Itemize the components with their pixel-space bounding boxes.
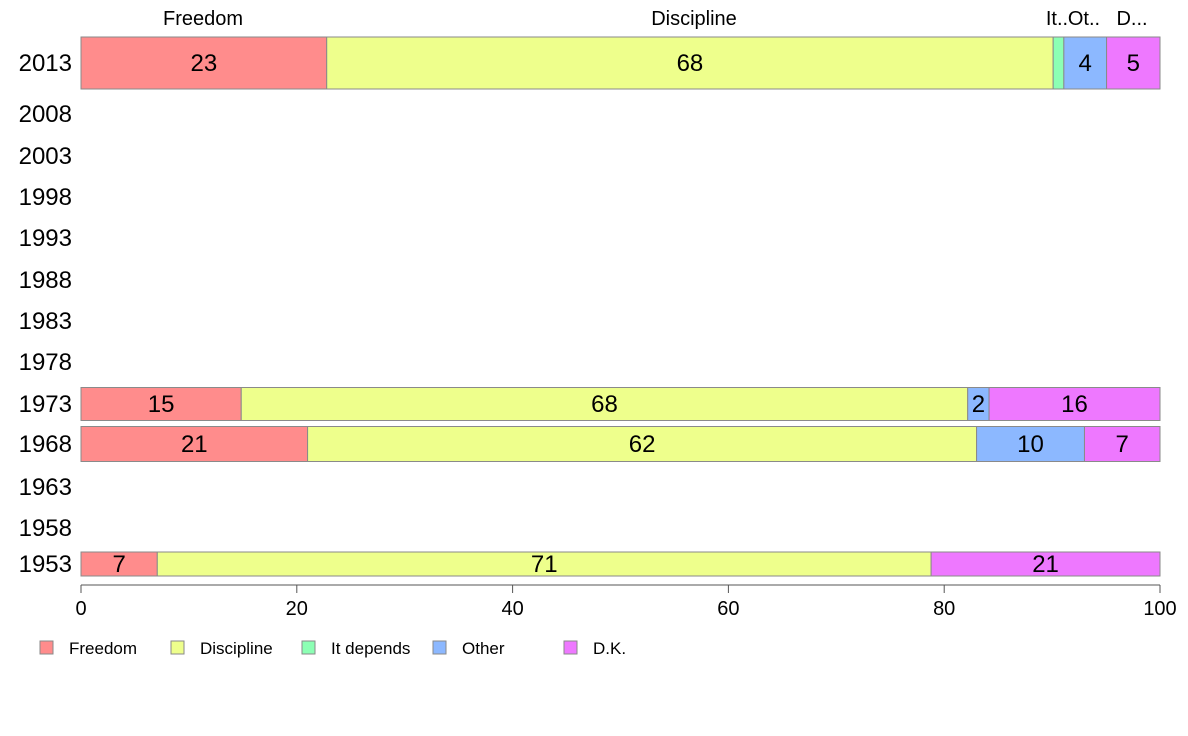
year-label-1983: 1983 xyxy=(19,308,72,335)
bar-segment-1973-d-k- xyxy=(988,387,1161,421)
segment-label-1973-1: 68 xyxy=(591,391,618,418)
x-tick-label-0: 0 xyxy=(75,598,86,620)
legend-label-it-depends: It depends xyxy=(331,639,410,658)
column-label-3: Ot.. xyxy=(1068,8,1100,30)
year-label-1958: 1958 xyxy=(19,515,72,542)
legend-label-discipline: Discipline xyxy=(200,639,273,658)
year-label-1998: 1998 xyxy=(19,184,72,211)
year-label-1953: 1953 xyxy=(19,551,72,578)
segment-label-1968-0: 21 xyxy=(181,431,208,458)
segment-label-1953-1: 71 xyxy=(531,551,558,578)
bar-segment-2013-d-k- xyxy=(1106,36,1161,90)
legend-swatch-freedom xyxy=(39,640,54,655)
year-label-1963: 1963 xyxy=(19,474,72,501)
segment-label-1968-3: 10 xyxy=(1017,431,1044,458)
column-labels: Freedom Discipline It.. Ot.. D... xyxy=(163,8,1148,30)
bar-segment-1973-freedom xyxy=(80,387,242,421)
legend: Freedom Discipline It depends Other D.K. xyxy=(39,639,626,658)
x-tick-label-100: 100 xyxy=(1143,598,1176,620)
column-label-0: Freedom xyxy=(163,8,243,30)
bar-segment-2013-it-depends xyxy=(1052,36,1065,90)
year-label-1968: 1968 xyxy=(19,431,72,458)
x-tick-label-40: 40 xyxy=(501,598,523,620)
bar-segment-1968-freedom xyxy=(80,426,309,462)
year-label-1978: 1978 xyxy=(19,349,72,376)
segment-label-1968-1: 62 xyxy=(629,431,656,458)
bar-segment-2013-discipline xyxy=(326,36,1054,90)
bar-segment-2013-other xyxy=(1063,36,1108,90)
bar-segment-1968-d-k- xyxy=(1083,426,1161,462)
bar-segment-1953-discipline xyxy=(156,551,932,577)
segment-label-1973-0: 15 xyxy=(148,391,175,418)
bar-segment-1973-discipline xyxy=(240,387,969,421)
column-label-4: D... xyxy=(1116,8,1147,30)
legend-label-d-k-: D.K. xyxy=(593,639,626,658)
year-label-1993: 1993 xyxy=(19,225,72,252)
segment-label-1968-4: 7 xyxy=(1116,431,1129,458)
x-axis: 0 20 40 60 80 100 xyxy=(75,584,1177,620)
segment-label-2013-4: 5 xyxy=(1127,50,1140,77)
legend-label-other: Other xyxy=(462,639,505,658)
bar-segment-1968-discipline xyxy=(307,426,978,462)
segment-label-1973-3: 2 xyxy=(972,391,985,418)
bar-segment-2013-freedom xyxy=(80,36,328,90)
legend-swatch-discipline xyxy=(170,640,185,655)
legend-swatch-other xyxy=(432,640,447,655)
legend-swatch-it-depends xyxy=(301,640,316,655)
segment-label-2013-3: 4 xyxy=(1079,50,1092,77)
bar-segment-1968-other xyxy=(976,426,1085,462)
year-label-1973: 1973 xyxy=(19,391,72,418)
legend-swatch-d-k- xyxy=(563,640,578,655)
segment-label-2013-1: 68 xyxy=(677,50,704,77)
year-label-2003: 2003 xyxy=(19,143,72,170)
segment-label-1953-4: 21 xyxy=(1032,551,1059,578)
column-label-2: It.. xyxy=(1046,8,1068,30)
bar-segment-1953-d-k- xyxy=(930,551,1161,577)
bar-segment-1953-freedom xyxy=(80,551,158,577)
segment-label-2013-0: 23 xyxy=(191,50,218,77)
legend-label-freedom: Freedom xyxy=(69,639,137,658)
year-label-2013: 2013 xyxy=(19,50,72,77)
year-label-2008: 2008 xyxy=(19,101,72,128)
year-label-1988: 1988 xyxy=(19,267,72,294)
x-tick-label-80: 80 xyxy=(933,598,955,620)
x-tick-label-60: 60 xyxy=(717,598,739,620)
segment-label-1953-0: 7 xyxy=(112,551,125,578)
year-axis-labels: 2013 2008 2003 1998 1993 1988 1983 1978 1973 1968… xyxy=(19,50,72,578)
column-label-1: Discipline xyxy=(651,8,737,30)
segment-label-1973-4: 16 xyxy=(1061,391,1088,418)
x-tick-label-20: 20 xyxy=(286,598,308,620)
